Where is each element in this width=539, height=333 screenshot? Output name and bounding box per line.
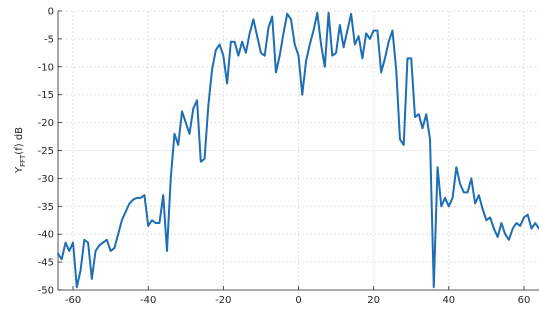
y-tick-label: -10	[38, 62, 54, 73]
y-axis-label-main: Y	[14, 166, 25, 174]
y-tick-label: -50	[38, 286, 54, 297]
x-tick-label: 60	[518, 295, 531, 306]
y-axis-label-subscript: FFT	[19, 154, 27, 167]
y-tick-label: -40	[38, 230, 54, 241]
y-tick-label: -5	[44, 34, 54, 45]
x-tick-label: 20	[367, 295, 380, 306]
tick-labels: -60 -40 -20 0 20 40 60 0 -5 -10 -15 -20 -25 -30 -35 -40…	[38, 7, 531, 307]
y-tick-label: -45	[38, 258, 54, 269]
axes	[57, 10, 539, 291]
y-tick-label: -35	[38, 202, 54, 213]
series-layer	[57, 11, 539, 289]
series-line-0	[57, 11, 539, 289]
x-tick-label: -60	[65, 295, 81, 306]
y-tick-label: 0	[48, 7, 54, 18]
x-tick-label: 0	[295, 295, 301, 306]
y-tick-label: -25	[38, 146, 54, 157]
y-axis-label: YFFT(f) dB	[14, 127, 27, 174]
y-tick-label: -30	[38, 174, 54, 185]
x-tick-label: 40	[442, 295, 455, 306]
y-tick-label: -20	[38, 118, 54, 129]
x-tick-label: -20	[215, 295, 231, 306]
y-axis-label-rest: (f) dB	[14, 127, 25, 155]
y-tick-label: -15	[38, 90, 54, 101]
x-tick-label: -40	[140, 295, 156, 306]
